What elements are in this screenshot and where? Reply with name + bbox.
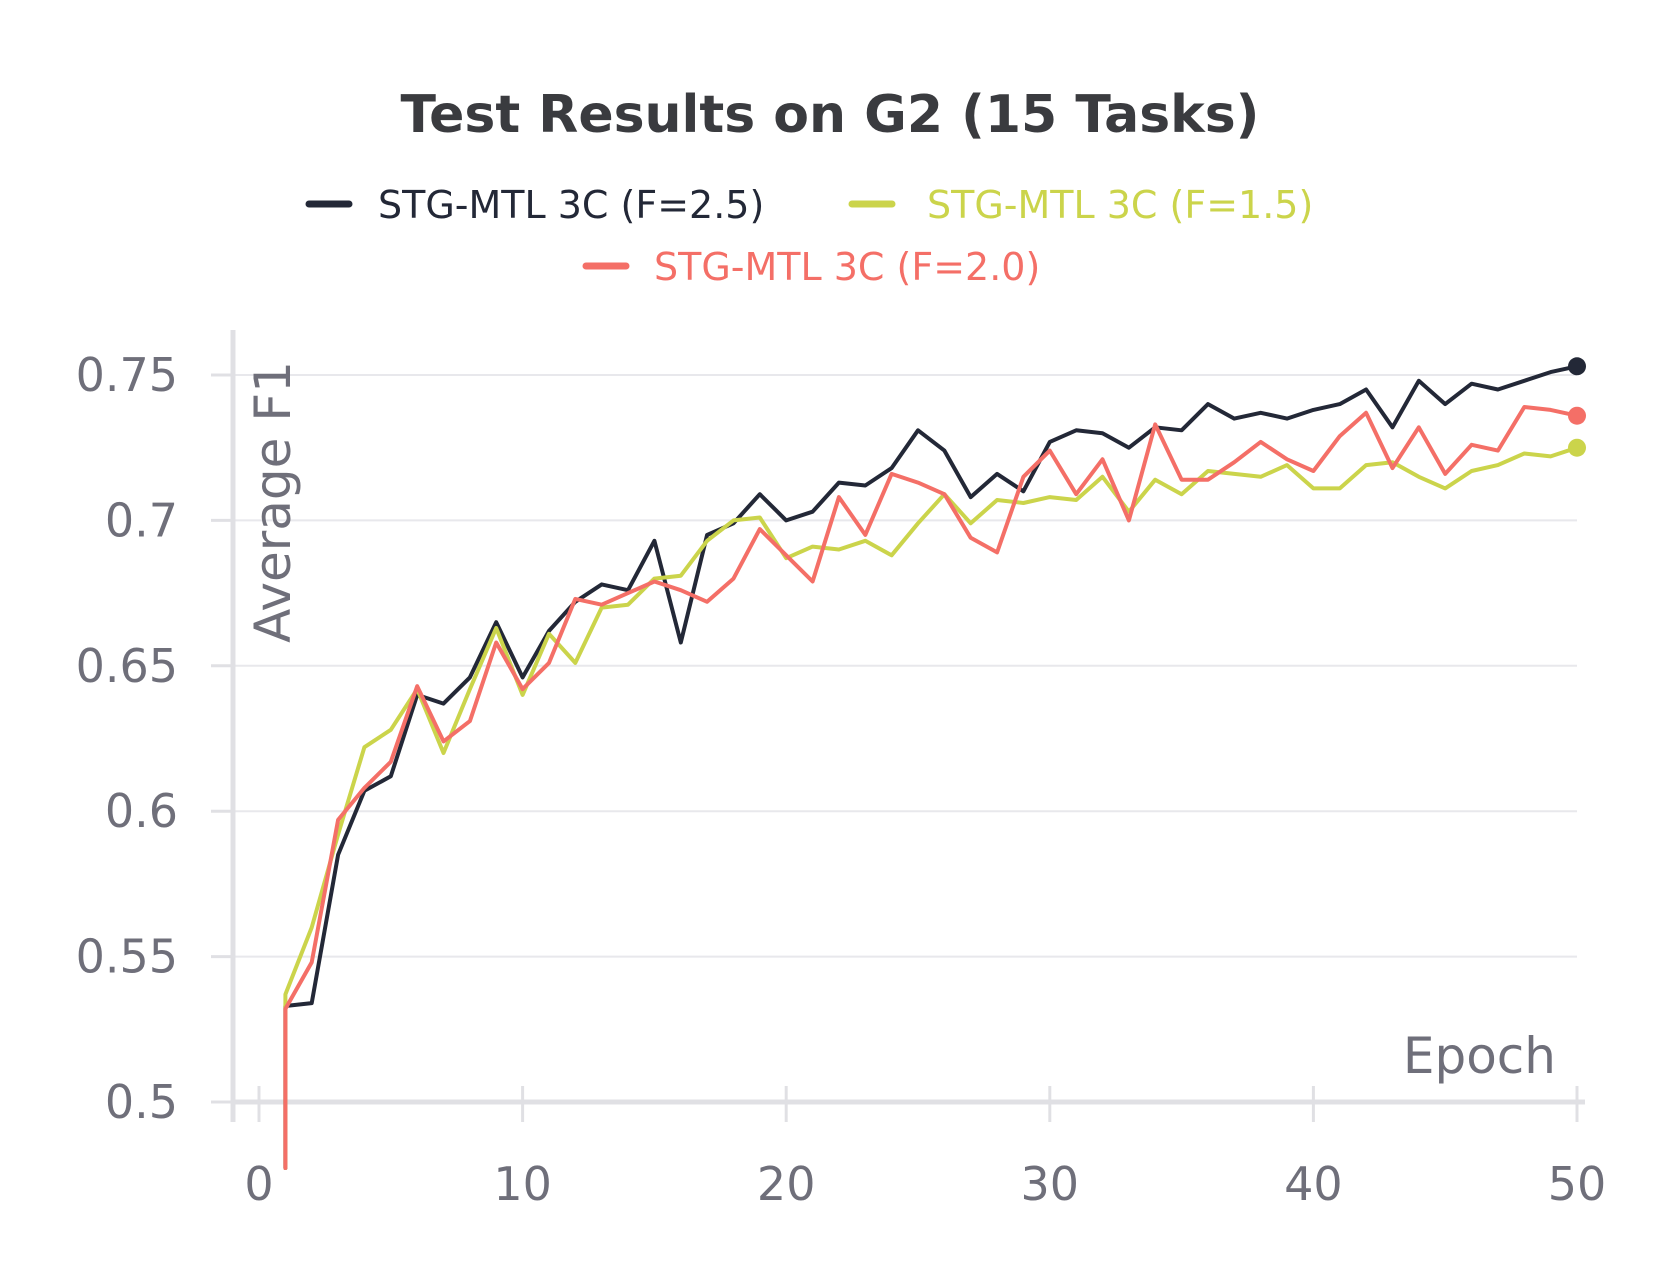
x-tick-label: 50 (1548, 1157, 1607, 1211)
series-lines (283, 357, 1586, 1170)
series-line-2 (283, 445, 1579, 1170)
legend-entry-series-1[interactable]: STG-MTL 3C (F=2.5) (305, 183, 764, 227)
x-tick-label: 10 (493, 1157, 552, 1211)
y-tick-label: 0.5 (105, 1075, 178, 1129)
x-tick-label: 20 (757, 1157, 816, 1211)
series-endpoint-1 (1568, 357, 1586, 376)
tick-labels: 0.5 0.55 0.6 0.65 0.7 0.75 0 10 20 30 40 50 (76, 348, 1607, 1211)
legend-label-series-2: STG-MTL 3C (F=1.5) (927, 183, 1313, 227)
chart-title: Test Results on G2 (15 Tasks) (401, 85, 1260, 145)
legend: STG-MTL 3C (F=2.5) STG-MTL 3C (F=1.5) ST… (305, 183, 1313, 289)
grid-lines (235, 374, 1577, 958)
y-axis-label: Average F1 (244, 361, 302, 643)
y-tick-label: 0.55 (76, 930, 178, 984)
series-endpoint-2 (1568, 438, 1586, 457)
series-line-1 (283, 364, 1579, 1170)
series-line-3 (283, 405, 1579, 1170)
legend-label-series-3: STG-MTL 3C (F=2.0) (654, 245, 1040, 289)
series-endpoint-3 (1568, 406, 1586, 425)
legend-entry-series-3[interactable]: STG-MTL 3C (F=2.0) (582, 245, 1040, 289)
x-tick-label: 0 (244, 1157, 273, 1211)
y-tick-label: 0.7 (105, 493, 178, 547)
y-tick-label: 0.75 (76, 348, 178, 402)
x-tick-label: 40 (1284, 1157, 1343, 1211)
legend-label-series-1: STG-MTL 3C (F=2.5) (378, 183, 764, 227)
legend-entry-series-2[interactable]: STG-MTL 3C (F=1.5) (848, 183, 1313, 227)
x-axis-label: Epoch (1403, 1027, 1556, 1085)
y-tick-label: 0.65 (76, 639, 178, 693)
x-tick-label: 30 (1021, 1157, 1080, 1211)
y-tick-label: 0.6 (105, 784, 178, 838)
axes (211, 330, 1585, 1122)
